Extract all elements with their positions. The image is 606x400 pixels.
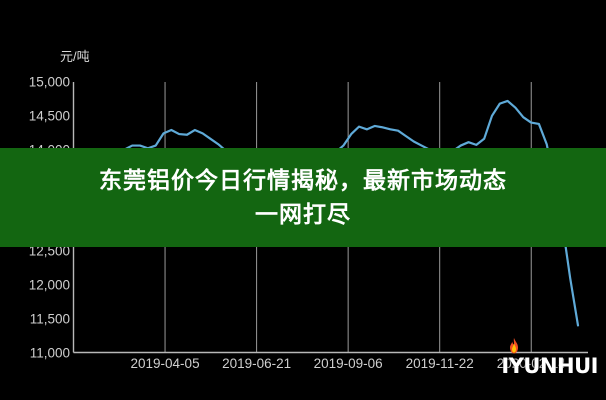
x-axis-tick: 2019-11-22	[405, 356, 474, 371]
x-axis-tick: 2019-04-05	[130, 356, 200, 371]
y-axis-tick: 11,500	[29, 311, 70, 327]
headline-text: 东莞铝价今日行情揭秘，最新市场动态 一网打尽	[38, 164, 568, 232]
x-axis-tick: 2020-02-14	[496, 356, 566, 371]
x-axis-tick: 2019-09-06	[313, 356, 383, 371]
headline-banner: 东莞铝价今日行情揭秘，最新市场动态 一网打尽	[0, 148, 606, 247]
headline-line-2: 一网打尽	[255, 201, 351, 228]
flame-icon	[510, 338, 519, 354]
x-axis-tick: 2019-06-21	[222, 356, 292, 371]
headline-line-1: 东莞铝价今日行情揭秘，最新市场动态	[99, 167, 507, 194]
watermark: IYUNHUI	[501, 338, 598, 378]
y-axis-tick: 12,500	[28, 243, 70, 259]
y-axis-tick: 15,000	[28, 74, 70, 90]
x-axis-tick-labels: 2019-04-05 2019-06-21 2019-09-06 2019-11-22…	[0, 356, 606, 378]
y-axis-unit-label: 元/吨	[60, 49, 90, 64]
y-axis-tick: 12,000	[28, 277, 70, 293]
y-axis-tick: 11,000	[29, 345, 70, 360]
y-axis-tick: 14,500	[28, 108, 70, 124]
watermark-text: IYUNHUI	[501, 354, 598, 378]
